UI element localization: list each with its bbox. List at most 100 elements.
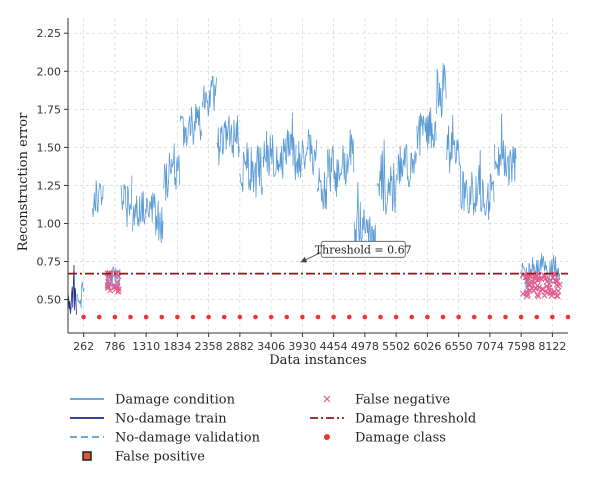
false-negative-stroke [107, 287, 114, 294]
damage-class-point [346, 314, 352, 320]
damage-class-point [81, 314, 86, 320]
y-tick-label: 0.75 [37, 255, 62, 268]
false-negative-point [540, 285, 547, 292]
series-segment [494, 113, 517, 186]
false-negative-point [528, 278, 535, 285]
legend-label: No-damage train [115, 412, 227, 427]
damage-class-point [440, 314, 446, 320]
annotation-label: Threshold = 0.67 [315, 243, 412, 256]
legend-swatch [323, 395, 331, 403]
x-tick-label: 2358 [195, 340, 223, 353]
damage-class-point [175, 314, 180, 320]
false-negative-stroke [543, 283, 550, 290]
legend-label: False positive [115, 450, 205, 465]
false-negative-point [114, 270, 121, 277]
x-tick-label: 4978 [351, 340, 379, 353]
false-negative-stroke [548, 292, 555, 299]
damage-class-point [190, 314, 196, 320]
false-negative-stroke [553, 292, 560, 299]
series-segment [327, 129, 355, 198]
series-segment [460, 149, 495, 221]
damage-class-point [284, 314, 290, 320]
legend-item-damage-threshold: Damage threshold [310, 412, 476, 427]
damage-class-point [565, 314, 571, 320]
false-negative-point [524, 291, 531, 298]
false-negative-stroke [534, 292, 541, 299]
x-tick-label: 1310 [132, 340, 160, 353]
series-segment [397, 143, 417, 188]
false-negative-point [115, 288, 122, 295]
series-segment [201, 75, 217, 117]
damage-class-point [96, 314, 102, 320]
false-negative-point [551, 270, 558, 277]
legend-label: Damage condition [115, 393, 236, 408]
x-tick-label: 6026 [413, 340, 441, 353]
false-negative-point [552, 277, 559, 284]
false-negative-stroke [543, 278, 550, 285]
false-negative-point [534, 282, 541, 289]
x-axis-title: Data instances [269, 353, 366, 368]
false-negative-stroke [552, 277, 559, 284]
false-negative-stroke [115, 288, 122, 295]
damage-class-point [112, 314, 118, 320]
damage-class-point [362, 314, 368, 320]
series-layer [67, 62, 560, 315]
legend: Damage condition False negative No-damage … [70, 393, 476, 465]
damage-class-point [128, 314, 133, 320]
false-negative-stroke [540, 285, 547, 292]
legend-label: Damage threshold [355, 412, 476, 427]
false-negative-stroke [114, 279, 121, 286]
damage-class-point [268, 314, 274, 320]
y-tick-label: 2.25 [37, 27, 62, 40]
false-negative-stroke [534, 277, 541, 284]
series-no-damage-train [67, 264, 78, 315]
x-tick-label: 3930 [288, 340, 316, 353]
series-segment [296, 129, 318, 179]
series-segment [179, 103, 203, 147]
false-negative-point [553, 292, 560, 299]
false-negative-point [104, 282, 111, 289]
y-tick-label: 1.50 [37, 141, 62, 154]
legend-swatch [324, 434, 330, 440]
false-negative-point [104, 284, 111, 291]
false-negative-stroke [113, 270, 120, 277]
y-axis-title: Reconstruction error [16, 112, 31, 251]
legend-item-no-damage-train: No-damage train [70, 412, 227, 427]
legend-swatch [82, 451, 92, 461]
false-negative-stroke [538, 276, 545, 283]
x-tick-label: 1834 [163, 340, 191, 353]
annotation-box [320, 240, 406, 258]
false-negative-point [115, 273, 122, 280]
y-tick-label: 0.50 [37, 294, 62, 307]
false-negative-point [534, 277, 541, 284]
threshold-annotation: Threshold = 0.67 [300, 240, 412, 263]
legend-label: False negative [355, 393, 450, 408]
series-segment [262, 112, 297, 181]
false-negative-point [530, 287, 537, 294]
false-negative-stroke [112, 284, 119, 291]
damage-class-point [206, 314, 211, 320]
false-negative-point [115, 286, 122, 293]
false-negative-point [543, 278, 550, 285]
y-tick-label: 1.25 [37, 179, 62, 192]
series-segment [91, 180, 104, 218]
false-negative-point [543, 283, 550, 290]
damage-class-point [315, 314, 321, 320]
x-tick-label: 262 [73, 340, 94, 353]
false-negative-point [106, 274, 113, 281]
series-segment [446, 114, 461, 174]
damage-class-point [331, 314, 336, 320]
damage-class-point [393, 314, 399, 320]
series-segment [67, 264, 78, 315]
series-segment [436, 62, 447, 118]
damage-class-point [487, 314, 493, 320]
y-tick-label: 1.00 [37, 217, 62, 230]
false-negative-stroke [546, 284, 553, 291]
false-negative-stroke [554, 283, 561, 290]
damage-class-point [503, 314, 508, 320]
false-negative-stroke [532, 276, 539, 283]
legend-item-false-positive: False positive [82, 450, 205, 465]
false-negative-stroke [115, 286, 122, 293]
legend-label: No-damage validation [115, 431, 261, 446]
x-tick-label: 3406 [257, 340, 285, 353]
